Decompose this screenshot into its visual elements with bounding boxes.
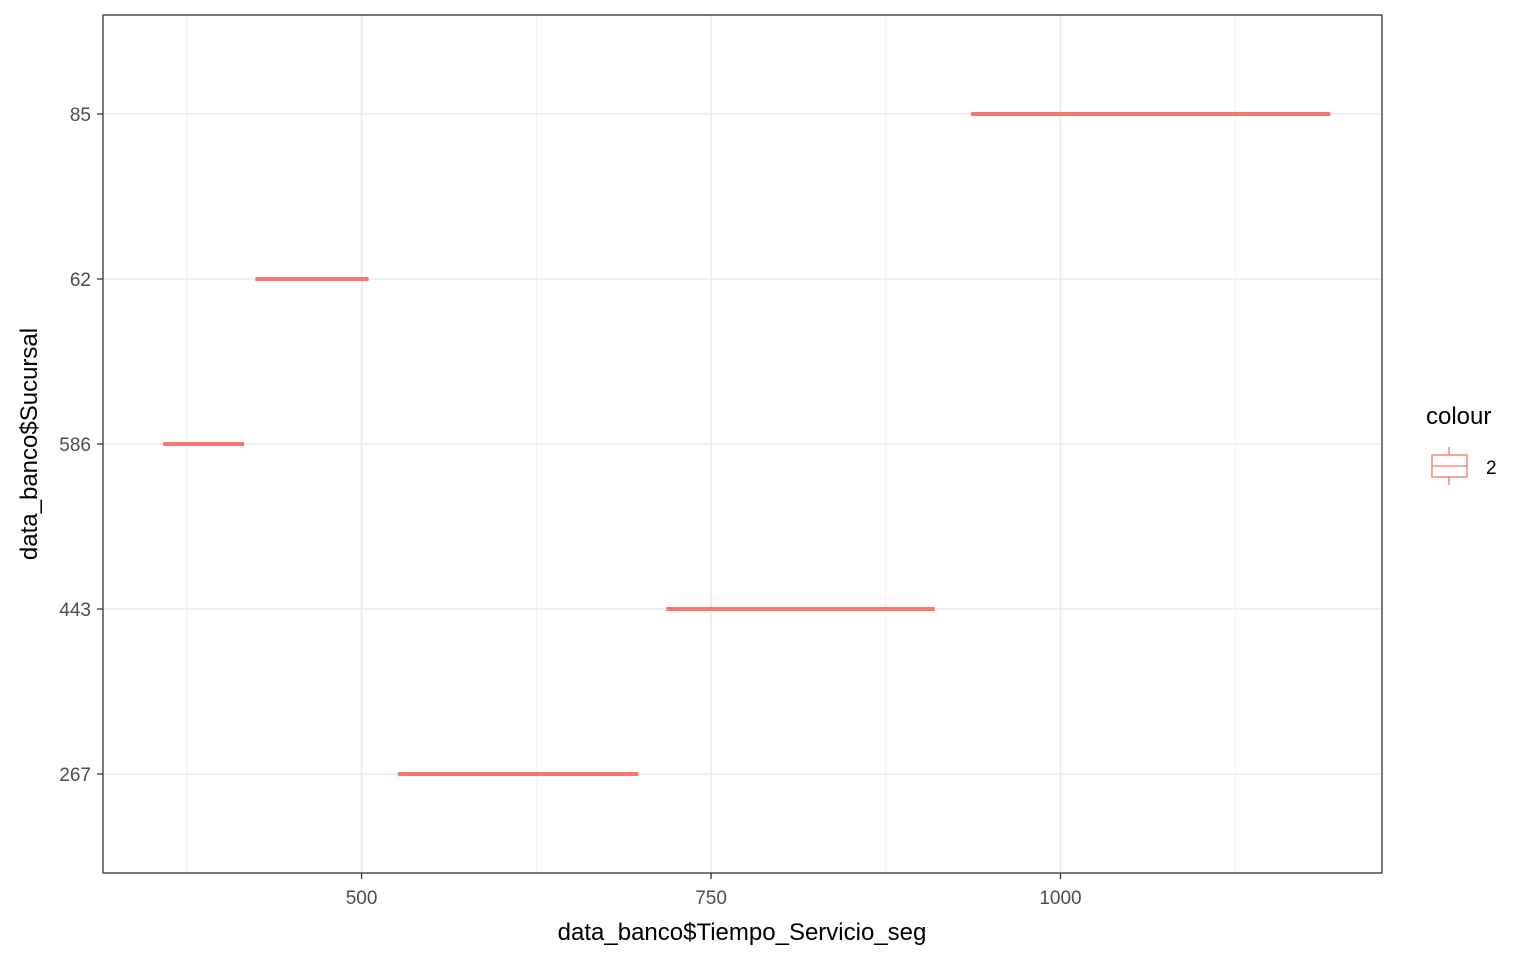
- legend: colour 2: [1426, 403, 1497, 485]
- legend-item-label: 2: [1486, 458, 1497, 479]
- chart-marks: [163, 112, 1331, 776]
- x-tick-label: 500: [346, 888, 378, 909]
- y-axis-title: data_banco$Sucursal: [16, 328, 43, 560]
- legend-key-icon: [1431, 447, 1468, 485]
- x-tick-label: 1000: [1039, 888, 1081, 909]
- x-axis: 500 750 1000: [346, 873, 1082, 909]
- y-axis: 267 443 586 62 85: [59, 105, 103, 786]
- y-tick-label: 85: [70, 105, 91, 126]
- x-tick-label: 750: [695, 888, 727, 909]
- y-tick-label: 443: [59, 600, 91, 621]
- y-tick-label: 586: [59, 435, 91, 456]
- y-tick-label: 62: [70, 270, 91, 291]
- x-axis-title: data_banco$Tiempo_Servicio_seg: [558, 919, 927, 946]
- legend-title: colour: [1426, 403, 1491, 430]
- y-tick-label: 267: [59, 765, 91, 786]
